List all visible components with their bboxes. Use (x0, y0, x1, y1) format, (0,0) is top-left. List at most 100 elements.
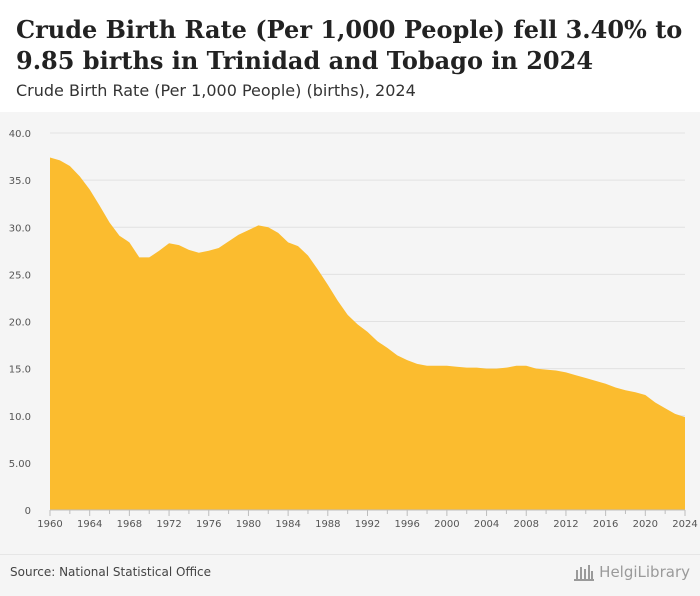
data-point (525, 364, 528, 367)
data-point (346, 313, 349, 316)
y-tick-label: 35.0 (9, 176, 31, 187)
data-point (177, 244, 180, 247)
y-tick-label: 0 (25, 506, 31, 517)
birth-rate-area (50, 157, 685, 510)
data-point (336, 299, 339, 302)
data-point (277, 231, 280, 234)
data-point (455, 365, 458, 368)
data-point (217, 246, 220, 249)
chart-area: 0 5.00 10.0 15.0 20.0 25.0 30.0 35.0 40.0 1960 196… (0, 112, 700, 554)
data-point (98, 204, 101, 207)
data-point (594, 379, 597, 382)
data-point (435, 364, 438, 367)
x-tick-label: 1996 (394, 519, 419, 530)
y-tick-label: 15.0 (9, 365, 31, 376)
data-point (118, 234, 121, 237)
x-tick-label: 2000 (434, 519, 459, 530)
data-point (515, 364, 518, 367)
data-point (644, 394, 647, 397)
data-point (634, 391, 637, 394)
data-point (445, 364, 448, 367)
data-point (654, 401, 657, 404)
data-point (684, 416, 687, 419)
data-point (49, 156, 52, 159)
page-title: Crude Birth Rate (Per 1,000 People) fell… (16, 15, 683, 75)
x-tick-label: 1968 (117, 519, 142, 530)
library-building-icon (574, 565, 595, 581)
data-point (604, 382, 607, 385)
x-tick-label: 2004 (474, 519, 499, 530)
data-point (287, 241, 290, 244)
footer: Source: National Statistical Office Helg… (0, 554, 700, 596)
x-tick-label: 1972 (156, 519, 181, 530)
source-note: Source: National Statistical Office (10, 565, 212, 579)
data-point (545, 368, 548, 371)
chart-subtitle: Crude Birth Rate (Per 1,000 People) (bir… (16, 81, 416, 100)
data-point (197, 251, 200, 254)
x-tick-label: 2016 (593, 519, 618, 530)
data-point (128, 241, 131, 244)
data-point (674, 412, 677, 415)
header: Crude Birth Rate (Per 1,000 People) fell… (0, 0, 700, 112)
data-point (227, 240, 230, 243)
data-point (168, 242, 171, 245)
logo-text: HelgiLibrary (599, 563, 690, 581)
data-point (584, 377, 587, 380)
data-point (505, 366, 508, 369)
data-point (207, 249, 210, 252)
data-point (426, 364, 429, 367)
data-point (475, 366, 478, 369)
data-point (237, 233, 240, 236)
data-point (88, 188, 91, 191)
data-point (187, 248, 190, 251)
data-point (267, 226, 270, 229)
y-tick-label: 40.0 (9, 129, 31, 140)
x-tick-label: 1964 (77, 519, 102, 530)
data-point (564, 371, 567, 374)
data-point (396, 354, 399, 357)
y-tick-label: 25.0 (9, 270, 31, 281)
x-tick-label: 1984 (275, 519, 300, 530)
data-point (108, 221, 111, 224)
data-point (376, 340, 379, 343)
data-point (257, 224, 260, 227)
data-point (78, 175, 81, 178)
data-point (366, 330, 369, 333)
data-point (416, 362, 419, 365)
data-point (306, 254, 309, 257)
data-point (247, 229, 250, 232)
y-tick-label: 20.0 (9, 318, 31, 329)
y-tick-label: 10.0 (9, 412, 31, 423)
y-tick-label: 5.00 (9, 459, 31, 470)
data-point (138, 256, 141, 259)
data-point (297, 245, 300, 248)
x-tick-label: 1988 (315, 519, 340, 530)
x-tick-label: 1980 (236, 519, 261, 530)
data-point (574, 374, 577, 377)
x-tick-label: 1976 (196, 519, 221, 530)
data-point (58, 159, 61, 162)
y-tick-label: 30.0 (9, 223, 31, 234)
area-chart: 0 5.00 10.0 15.0 20.0 25.0 30.0 35.0 40.0 1960 196… (9, 129, 698, 530)
data-point (316, 268, 319, 271)
data-point (158, 249, 161, 252)
data-point (356, 323, 359, 326)
x-tick-label: 1992 (355, 519, 380, 530)
data-point (535, 367, 538, 370)
data-point (68, 164, 71, 167)
data-point (495, 367, 498, 370)
data-point (614, 386, 617, 389)
data-point (624, 389, 627, 392)
x-tick-label: 2008 (514, 519, 539, 530)
data-point (555, 369, 558, 372)
data-point (664, 407, 667, 410)
data-point (406, 359, 409, 362)
data-point (326, 283, 329, 286)
x-tick-label: 2012 (553, 519, 578, 530)
data-point (148, 256, 151, 259)
data-point (485, 367, 488, 370)
helgi-library-logo[interactable]: HelgiLibrary (573, 562, 690, 582)
data-point (465, 366, 468, 369)
x-tick-label: 2024 (672, 519, 697, 530)
data-point (386, 346, 389, 349)
